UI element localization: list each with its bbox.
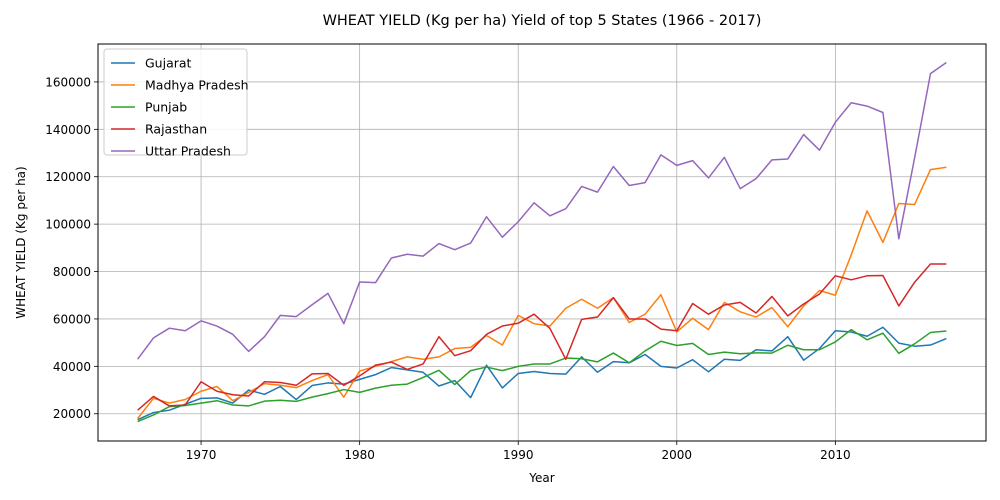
legend-label-rajasthan: Rajasthan xyxy=(145,122,207,137)
y-axis-ticks: 20000 40000 60000 80000 100000 120000 140000 16… xyxy=(45,75,98,421)
legend: Gujarat Madhya Pradesh Punjab Rajasthan Utta… xyxy=(103,48,249,159)
chart-title: WHEAT YIELD (Kg per ha) Yield of top 5 S… xyxy=(323,13,762,29)
y-tick-label: 60000 xyxy=(53,312,91,326)
x-tick-label: 1980 xyxy=(344,448,375,462)
series-line-punjab xyxy=(137,328,947,423)
y-tick-label: 140000 xyxy=(45,123,91,137)
series-line-madhya-pradesh xyxy=(137,166,947,419)
x-axis-label: Year xyxy=(528,471,554,485)
series-line-gujarat xyxy=(137,326,947,421)
y-axis-label: WHEAT YIELD (Kg per ha) xyxy=(14,166,28,318)
y-tick-label: 160000 xyxy=(45,75,91,89)
y-tick-label: 80000 xyxy=(53,265,91,279)
y-tick-label: 40000 xyxy=(53,360,91,374)
y-tick-label: 120000 xyxy=(45,170,91,184)
legend-label-madhya-pradesh: Madhya Pradesh xyxy=(145,78,249,93)
legend-box xyxy=(103,48,248,156)
legend-label-punjab: Punjab xyxy=(145,100,187,115)
x-tick-label: 2010 xyxy=(820,448,851,462)
series-line-uttar-pradesh xyxy=(137,61,947,360)
x-axis-ticks: 1970 1980 1990 2000 2010 xyxy=(186,441,851,462)
y-tick-label: 20000 xyxy=(53,407,91,421)
y-tick-label: 100000 xyxy=(45,218,91,232)
x-tick-label: 1990 xyxy=(503,448,534,462)
legend-label-gujarat: Gujarat xyxy=(145,56,192,71)
plot-frame xyxy=(97,43,987,442)
x-tick-label: 1970 xyxy=(186,448,217,462)
legend-label-uttar-pradesh: Uttar Pradesh xyxy=(145,144,231,159)
series-line-rajasthan xyxy=(137,263,947,411)
x-tick-label: 2000 xyxy=(662,448,693,462)
series-lines xyxy=(137,61,947,423)
